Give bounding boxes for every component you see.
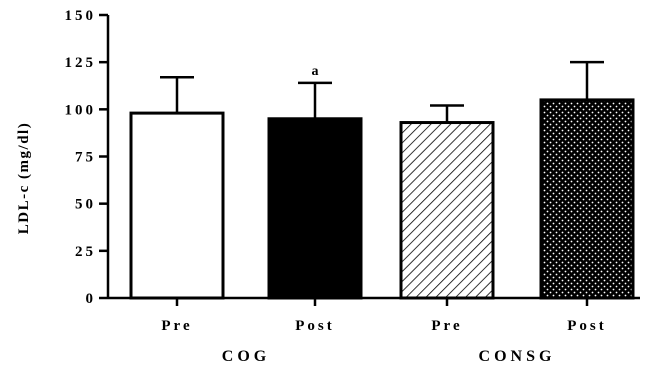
y-tick-label: 125 [65,55,97,71]
bar [399,121,495,300]
bar [129,111,225,300]
x-category-label: Pre [431,318,462,334]
y-tick-label: 50 [75,197,96,213]
x-category-label: Post [567,318,607,334]
bar [267,117,363,300]
x-group-label: CONSG [479,348,556,365]
x-category-label: Pre [161,318,192,334]
y-tick-label: 25 [75,244,96,260]
y-axis-label: LDL-c (mg/dl) [16,122,32,234]
x-category-label: Post [295,318,335,334]
y-tick-label: 0 [86,291,97,307]
y-tick-label: 75 [75,150,96,166]
bars: a [129,60,635,300]
x-axis: Pre Post Pre Post COG CONSG [108,296,640,365]
significance-annotation: a [312,64,319,79]
y-axis: 0 25 50 75 100 125 150 [65,8,110,307]
y-tick-label: 100 [65,102,97,118]
bar [539,98,635,300]
x-group-label: COG [222,348,270,365]
y-tick-label: 150 [65,8,97,24]
